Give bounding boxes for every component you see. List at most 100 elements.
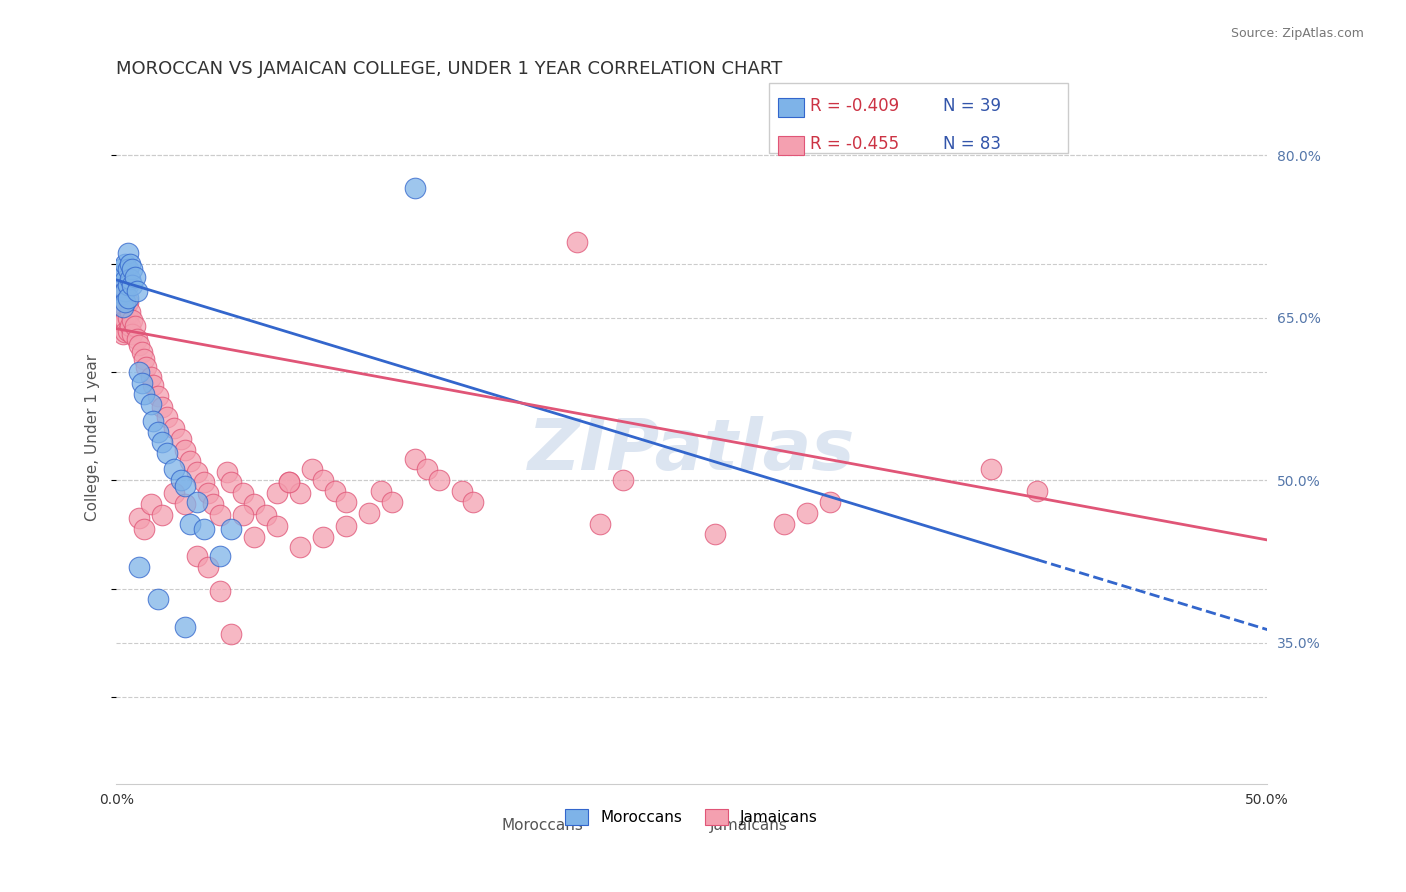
Point <box>796 506 818 520</box>
Point <box>301 462 323 476</box>
FancyBboxPatch shape <box>778 98 804 118</box>
Point <box>112 326 135 341</box>
Point <box>124 319 146 334</box>
Point <box>114 313 136 327</box>
Point <box>186 465 208 479</box>
Point <box>221 475 243 490</box>
Point <box>427 473 450 487</box>
Point <box>243 530 266 544</box>
Point <box>150 508 173 522</box>
Point <box>232 486 254 500</box>
Point <box>132 522 155 536</box>
Point <box>170 432 193 446</box>
Point <box>221 627 243 641</box>
Point <box>132 386 155 401</box>
Point <box>114 257 136 271</box>
Point <box>193 522 215 536</box>
Text: N = 39: N = 39 <box>942 97 1001 115</box>
Legend: Moroccans, Jamaicans: Moroccans, Jamaicans <box>560 804 824 831</box>
Point <box>132 351 155 366</box>
Point <box>117 262 139 277</box>
Point <box>117 245 139 260</box>
Point <box>146 425 169 439</box>
Point <box>179 454 201 468</box>
Point <box>128 511 150 525</box>
Point <box>277 475 299 490</box>
Point <box>128 338 150 352</box>
Point <box>266 518 288 533</box>
Text: N = 83: N = 83 <box>942 136 1001 153</box>
Point <box>1026 484 1049 499</box>
Point <box>174 442 197 457</box>
Point <box>174 497 197 511</box>
Point <box>215 465 238 479</box>
Point <box>121 262 143 277</box>
Point <box>163 462 186 476</box>
Text: MOROCCAN VS JAMAICAN COLLEGE, UNDER 1 YEAR CORRELATION CHART: MOROCCAN VS JAMAICAN COLLEGE, UNDER 1 YE… <box>117 60 783 78</box>
Point <box>588 516 610 531</box>
Point <box>174 479 197 493</box>
Point <box>405 451 427 466</box>
Point <box>124 269 146 284</box>
Point <box>121 278 143 293</box>
Point <box>146 592 169 607</box>
Point <box>110 289 132 303</box>
Point <box>170 473 193 487</box>
Point <box>612 473 634 487</box>
Point <box>254 508 277 522</box>
Point <box>139 370 162 384</box>
Point <box>150 435 173 450</box>
Point <box>461 495 484 509</box>
Point <box>120 305 142 319</box>
Point <box>290 541 312 555</box>
Point <box>117 278 139 293</box>
Point <box>128 560 150 574</box>
Point <box>112 287 135 301</box>
Point <box>243 497 266 511</box>
Point <box>163 421 186 435</box>
Text: R = -0.409: R = -0.409 <box>810 97 900 115</box>
Point <box>163 486 186 500</box>
Point <box>201 497 224 511</box>
Point <box>114 294 136 309</box>
Point <box>117 294 139 309</box>
Point <box>980 462 1002 476</box>
Point <box>117 310 139 325</box>
Point <box>114 284 136 298</box>
Point <box>208 508 231 522</box>
Point <box>150 400 173 414</box>
Point <box>221 522 243 536</box>
Point <box>405 181 427 195</box>
Y-axis label: College, Under 1 year: College, Under 1 year <box>86 353 100 521</box>
Point <box>174 619 197 633</box>
Point <box>128 365 150 379</box>
Point <box>208 549 231 563</box>
Point <box>114 325 136 339</box>
Text: R = -0.455: R = -0.455 <box>810 136 900 153</box>
Point <box>416 462 439 476</box>
Point <box>370 484 392 499</box>
Point <box>416 847 439 862</box>
Point <box>135 359 157 374</box>
Point <box>156 446 179 460</box>
Point <box>323 484 346 499</box>
Point <box>125 333 148 347</box>
Point <box>197 486 219 500</box>
Point <box>335 495 357 509</box>
Point <box>156 410 179 425</box>
Point <box>146 389 169 403</box>
Point <box>232 508 254 522</box>
Point <box>312 530 335 544</box>
Point <box>114 273 136 287</box>
Point <box>112 300 135 314</box>
Point <box>131 376 153 390</box>
Point <box>381 495 404 509</box>
Point <box>139 497 162 511</box>
Point <box>120 319 142 334</box>
Point <box>359 506 381 520</box>
Point <box>208 583 231 598</box>
Point <box>179 516 201 531</box>
Point <box>125 284 148 298</box>
Point <box>450 484 472 499</box>
Point <box>335 518 357 533</box>
